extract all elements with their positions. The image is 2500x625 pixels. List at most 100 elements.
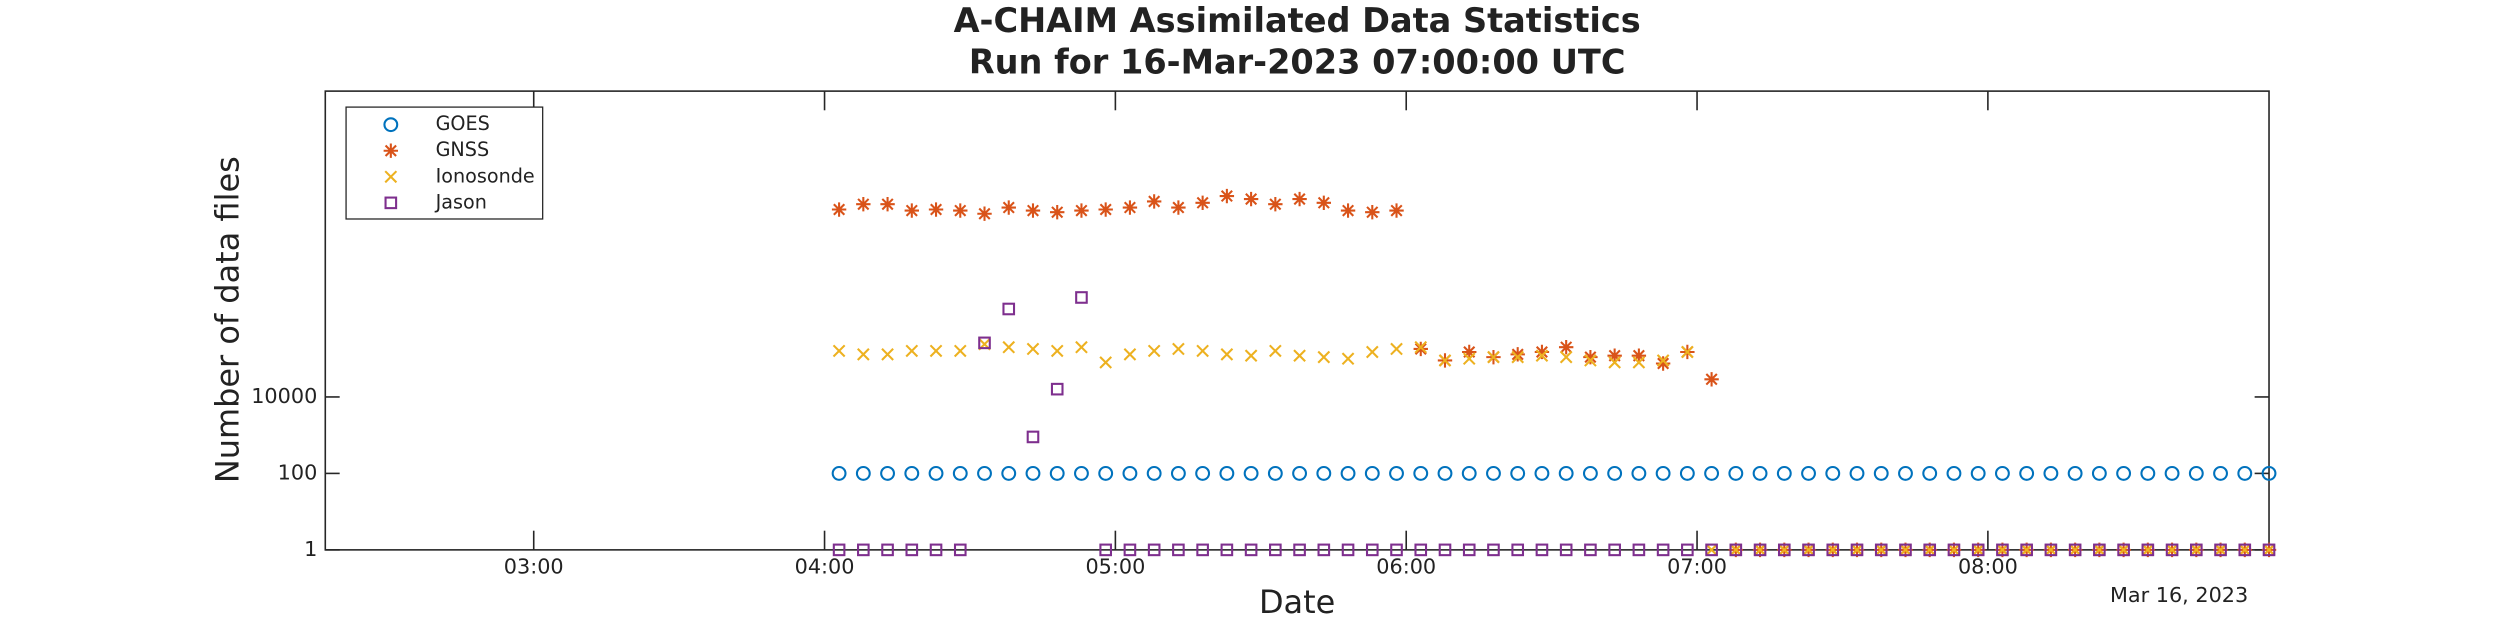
marker-asterisk	[1655, 356, 1671, 371]
marker-circle	[1292, 465, 1308, 481]
marker-x	[1777, 543, 1791, 557]
marker-x	[1220, 348, 1234, 361]
marker-square	[1996, 543, 2009, 557]
marker-x	[2214, 543, 2227, 557]
marker-square	[978, 336, 991, 350]
marker-square	[953, 543, 967, 557]
marker-square	[1899, 543, 1912, 557]
marker-square	[1147, 543, 1161, 557]
marker-x	[1075, 340, 1088, 354]
marker-square	[1850, 543, 1864, 557]
marker-x	[1462, 352, 1476, 366]
marker-circle	[1170, 465, 1186, 481]
marker-asterisk	[1074, 203, 1089, 218]
marker-square	[1608, 543, 1621, 557]
marker-x	[1826, 543, 1840, 557]
marker-x	[2189, 543, 2203, 557]
marker-circle	[1364, 465, 1380, 481]
marker-x	[1535, 349, 1549, 363]
marker-circle	[2164, 465, 2180, 481]
marker-circle	[1437, 465, 1453, 481]
marker-x	[1996, 543, 2009, 557]
marker-circle	[1098, 465, 1114, 481]
marker-circle	[1752, 465, 1768, 481]
x-tick-label: 05:00	[1085, 554, 1145, 578]
marker-circle	[977, 465, 992, 481]
marker-x	[832, 344, 846, 358]
marker-x	[1899, 543, 1912, 557]
marker-circle	[1267, 465, 1283, 481]
marker-square	[857, 543, 870, 557]
marker-circle	[855, 465, 871, 481]
marker-square	[1874, 543, 1888, 557]
marker-circle	[1316, 465, 1332, 481]
marker-circle	[1679, 465, 1695, 481]
marker-circle	[904, 465, 920, 481]
marker-circle	[1607, 465, 1623, 481]
marker-asterisk	[1704, 372, 1719, 387]
marker-circle	[1146, 465, 1162, 481]
legend-label: GNSS	[436, 138, 490, 161]
marker-x	[1099, 356, 1113, 369]
marker-x	[2020, 543, 2033, 557]
marker-x	[1656, 354, 1670, 367]
marker-square	[2044, 543, 2058, 557]
marker-asterisk	[1292, 191, 1307, 207]
marker-square	[1923, 543, 1937, 557]
marker-x	[1172, 342, 1185, 356]
marker-circle	[1195, 465, 1211, 481]
marker-x	[1511, 350, 1525, 364]
marker-square	[1947, 543, 1961, 557]
legend-marker	[383, 117, 399, 133]
marker-circle	[2213, 465, 2228, 481]
marker-x	[1632, 356, 1646, 369]
marker-square	[929, 543, 943, 557]
legend-marker	[384, 196, 398, 210]
marker-circle	[1849, 465, 1865, 481]
marker-x	[1608, 356, 1621, 369]
marker-x	[1365, 345, 1379, 359]
marker-circle	[2043, 465, 2059, 481]
marker-asterisk	[1510, 347, 1525, 362]
marker-square	[1341, 543, 1355, 557]
marker-circle	[928, 465, 944, 481]
legend-label: Ionosonde	[436, 164, 535, 187]
marker-asterisk	[1365, 205, 1380, 220]
marker-asterisk	[1050, 205, 1065, 220]
marker-x	[1705, 543, 1718, 557]
marker-square	[1462, 543, 1476, 557]
marker-circle	[1898, 465, 1913, 481]
marker-square	[1584, 543, 1597, 557]
marker-x	[1729, 543, 1743, 557]
marker-circle	[952, 465, 968, 481]
marker-circle	[2237, 465, 2253, 481]
marker-square	[1244, 543, 1258, 557]
marker-asterisk	[1219, 188, 1235, 204]
marker-square	[1196, 543, 1209, 557]
marker-square	[1123, 543, 1137, 557]
marker-x	[1026, 342, 1040, 356]
legend-box	[345, 106, 544, 220]
marker-circle	[2091, 465, 2107, 481]
marker-square	[1632, 543, 1646, 557]
legend-label: Jason	[435, 190, 487, 213]
marker-square	[1971, 543, 1985, 557]
marker-x	[2117, 543, 2130, 557]
marker-x	[1923, 543, 1937, 557]
marker-circle	[1243, 465, 1259, 481]
marker-circle	[2188, 465, 2204, 481]
x-tick-label: 08:00	[1958, 554, 2018, 578]
marker-asterisk	[953, 203, 968, 218]
marker-circle	[1340, 465, 1356, 481]
marker-square	[1172, 543, 1185, 557]
marker-square	[1438, 543, 1452, 557]
marker-x	[1850, 543, 1864, 557]
legend-marker	[383, 143, 399, 158]
marker-x	[1438, 354, 1452, 367]
marker-x	[2068, 543, 2082, 557]
marker-x	[1147, 344, 1161, 358]
marker-circle	[831, 465, 847, 481]
marker-square	[1002, 302, 1016, 316]
legend-marker	[384, 170, 398, 184]
